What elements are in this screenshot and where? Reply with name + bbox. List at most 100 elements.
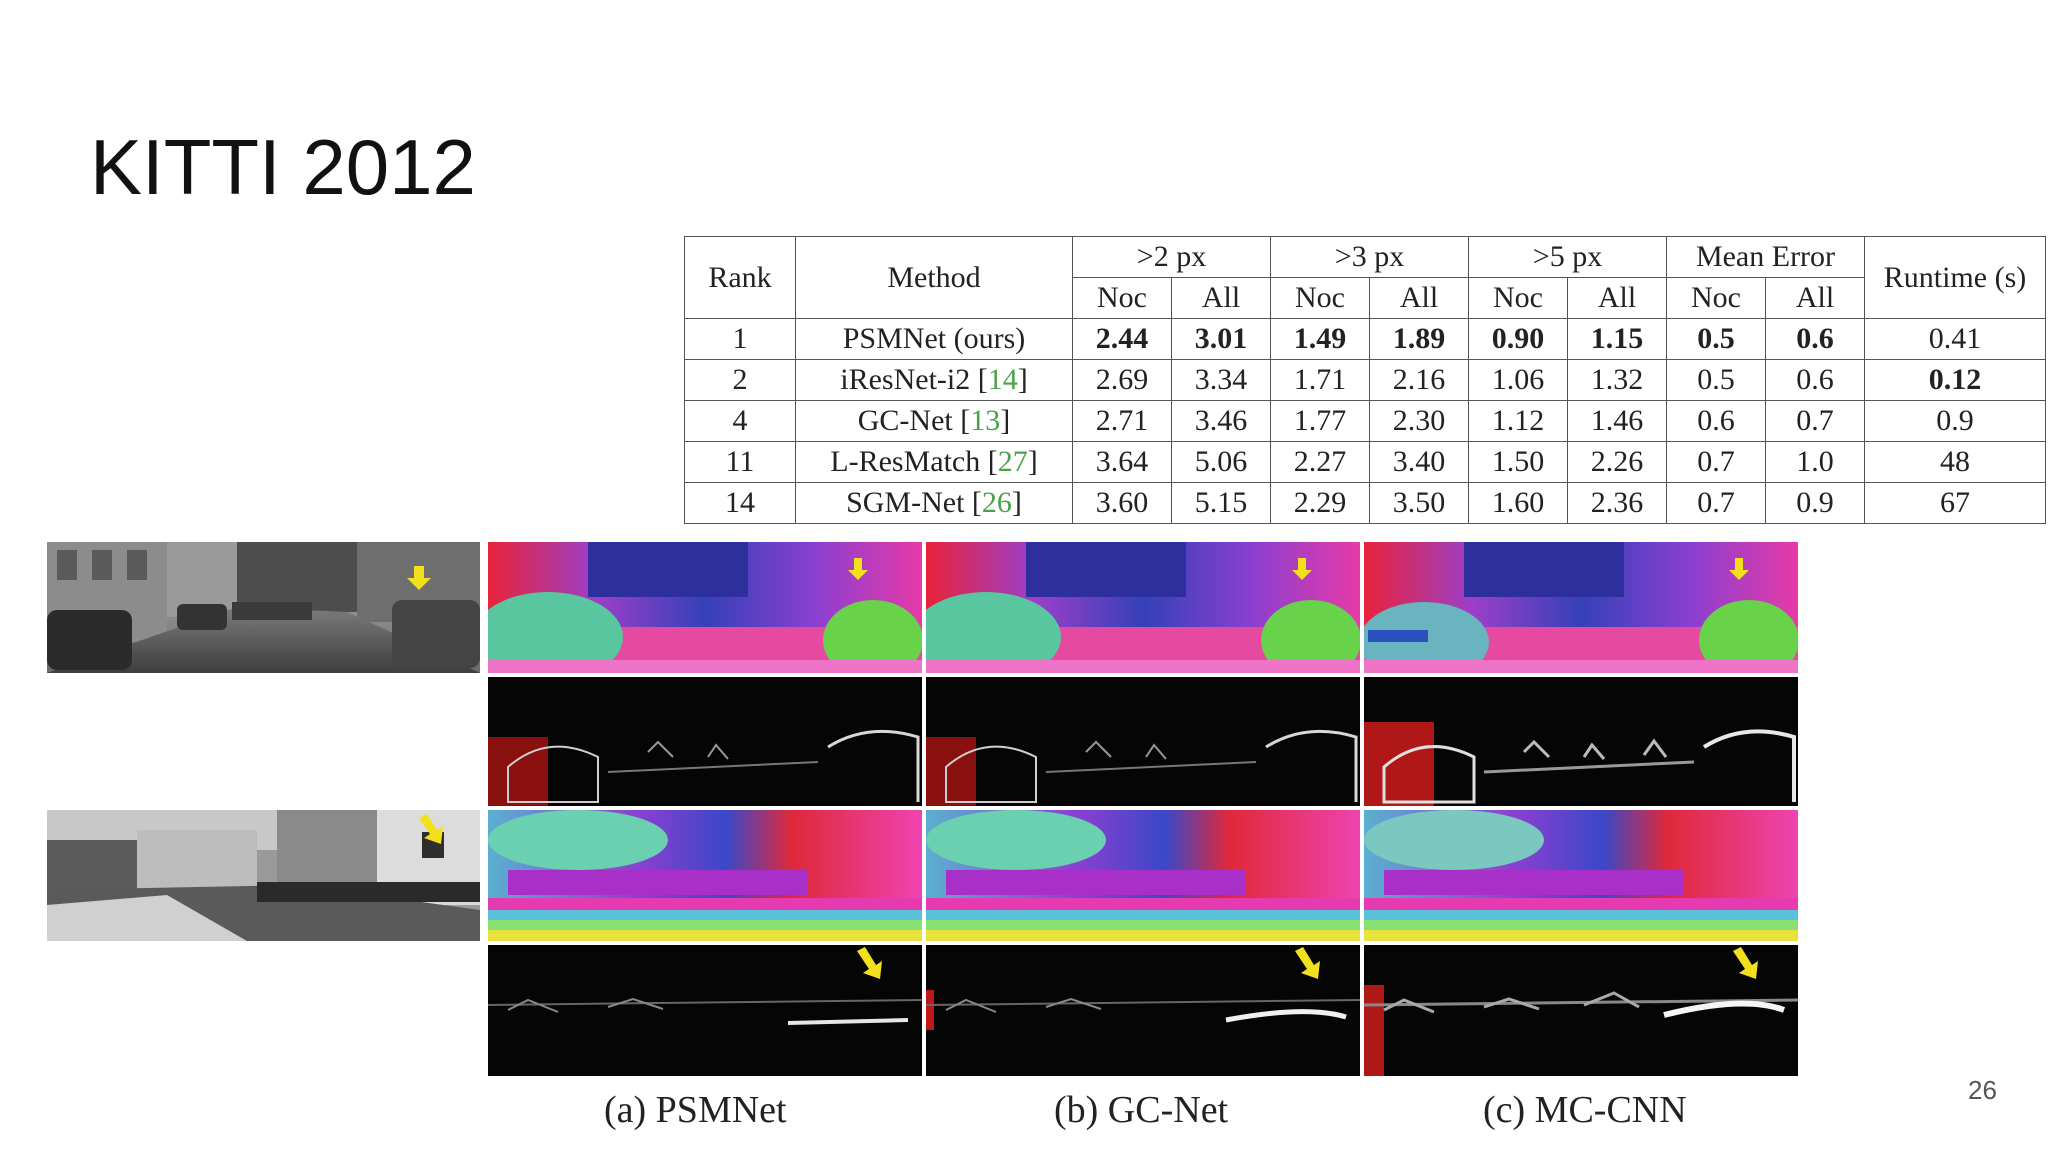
- error-map-mccnn-1: [1364, 677, 1798, 806]
- citation-link[interactable]: 14: [987, 363, 1018, 396]
- cell-value: 1.71: [1270, 359, 1370, 401]
- cell-value: 1.15: [1567, 318, 1667, 360]
- error-map-mccnn-2: [1364, 945, 1798, 1076]
- subheader-all: All: [1369, 277, 1469, 319]
- caption-gcnet: (b) GC-Net: [1054, 1089, 1229, 1131]
- arrow-icon: [1295, 947, 1320, 979]
- citation-link[interactable]: 13: [970, 404, 1001, 437]
- arrow-icon: [848, 558, 868, 580]
- cell-runtime: 48: [1864, 441, 2046, 483]
- cell-value: 5.15: [1171, 482, 1271, 524]
- cell-value: 1.12: [1468, 400, 1568, 442]
- cell-value: 2.44: [1072, 318, 1172, 360]
- error-map-gcnet-2: [926, 945, 1360, 1076]
- subheader-noc: Noc: [1666, 277, 1766, 319]
- table-row: 11 L-ResMatch [27] 3.64 5.06 2.27 3.40 1…: [684, 441, 2046, 483]
- cell-value: 0.9: [1765, 482, 1865, 524]
- cell-value: 2.69: [1072, 359, 1172, 401]
- citation-link[interactable]: 27: [997, 445, 1028, 478]
- cell-method: PSMNet (ours): [795, 318, 1073, 360]
- subheader-noc: Noc: [1270, 277, 1370, 319]
- cell-value: 1.77: [1270, 400, 1370, 442]
- cell-value: 2.26: [1567, 441, 1667, 483]
- cell-value: 0.6: [1765, 359, 1865, 401]
- cell-value: 2.71: [1072, 400, 1172, 442]
- caption-psmnet: (a) PSMNet: [604, 1089, 787, 1131]
- slide-title: KITTI 2012: [90, 123, 476, 211]
- street-photo-1: [47, 542, 480, 673]
- header-2px: >2 px: [1072, 236, 1271, 278]
- cell-value: 3.50: [1369, 482, 1469, 524]
- cell-value: 0.5: [1666, 359, 1766, 401]
- cell-value: 0.7: [1666, 482, 1766, 524]
- kitti-results-table: Rank Method >2 px >3 px >5 px Mean Error…: [684, 236, 2046, 524]
- method-name: PSMNet (ours): [842, 322, 1026, 355]
- cell-value: 1.32: [1567, 359, 1667, 401]
- disparity-map-mccnn-2: [1364, 810, 1798, 941]
- cell-rank: 14: [684, 482, 796, 524]
- cell-runtime: 0.12: [1864, 359, 2046, 401]
- header-runtime: Runtime (s): [1864, 236, 2046, 319]
- cell-value: 0.6: [1666, 400, 1766, 442]
- cell-value: 3.60: [1072, 482, 1172, 524]
- header-mean-error: Mean Error: [1666, 236, 1865, 278]
- arrow-icon: [407, 566, 431, 590]
- page-number: 26: [1968, 1075, 1997, 1105]
- table-header-row: Rank Method >2 px >3 px >5 px Mean Error…: [684, 236, 2046, 319]
- disparity-map-psmnet-1: [488, 542, 922, 673]
- cell-value: 1.60: [1468, 482, 1568, 524]
- cell-rank: 2: [684, 359, 796, 401]
- cell-value: 3.34: [1171, 359, 1271, 401]
- arrow-icon: [1292, 558, 1312, 580]
- arrow-icon: [1729, 558, 1749, 580]
- cell-value: 1.50: [1468, 441, 1568, 483]
- cell-value: 1.49: [1270, 318, 1370, 360]
- cell-runtime: 67: [1864, 482, 2046, 524]
- disparity-map-psmnet-2: [488, 810, 922, 941]
- header-rank: Rank: [684, 236, 796, 319]
- disparity-map-gcnet-2: [926, 810, 1360, 941]
- cell-value: 2.36: [1567, 482, 1667, 524]
- cell-value: 2.16: [1369, 359, 1469, 401]
- citation-link[interactable]: 26: [981, 486, 1012, 519]
- cell-value: 3.01: [1171, 318, 1271, 360]
- error-map-psmnet-1: [488, 677, 922, 806]
- subheader-all: All: [1171, 277, 1271, 319]
- subheader-noc: Noc: [1072, 277, 1172, 319]
- table-row: 2 iResNet-i2 [14] 2.69 3.34 1.71 2.16 1.…: [684, 359, 2046, 401]
- cell-method: iResNet-i2 [14]: [795, 359, 1073, 401]
- disparity-map-mccnn-1: [1364, 542, 1798, 673]
- arrow-icon: [1733, 947, 1758, 979]
- table-row: 1 PSMNet (ours) 2.44 3.01 1.49 1.89 0.90…: [684, 318, 2046, 360]
- method-name: GC-Net: [857, 404, 961, 437]
- header-3px: >3 px: [1270, 236, 1469, 278]
- table-row: 4 GC-Net [13] 2.71 3.46 1.77 2.30 1.12 1…: [684, 400, 2046, 442]
- error-map-psmnet-2: [488, 945, 922, 1076]
- error-map-gcnet-1: [926, 677, 1360, 806]
- cell-value: 2.29: [1270, 482, 1370, 524]
- cell-value: 1.89: [1369, 318, 1469, 360]
- cell-value: 0.6: [1765, 318, 1865, 360]
- cell-rank: 4: [684, 400, 796, 442]
- cell-value: 0.90: [1468, 318, 1568, 360]
- cell-value: 1.46: [1567, 400, 1667, 442]
- caption-mccnn: (c) MC-CNN: [1483, 1089, 1687, 1131]
- method-name: L-ResMatch: [830, 445, 988, 478]
- cell-value: 0.5: [1666, 318, 1766, 360]
- header-method: Method: [795, 236, 1073, 319]
- subheader-all: All: [1765, 277, 1865, 319]
- subheader-noc: Noc: [1468, 277, 1568, 319]
- cell-value: 5.06: [1171, 441, 1271, 483]
- street-photo-2: [47, 810, 480, 941]
- cell-value: 3.40: [1369, 441, 1469, 483]
- cell-runtime: 0.9: [1864, 400, 2046, 442]
- cell-method: SGM-Net [26]: [795, 482, 1073, 524]
- cell-method: L-ResMatch [27]: [795, 441, 1073, 483]
- method-name: iResNet-i2: [840, 363, 978, 396]
- cell-value: 3.46: [1171, 400, 1271, 442]
- subheader-all: All: [1567, 277, 1667, 319]
- method-name: SGM-Net: [846, 486, 972, 519]
- cell-rank: 11: [684, 441, 796, 483]
- cell-value: 0.7: [1666, 441, 1766, 483]
- cell-value: 3.64: [1072, 441, 1172, 483]
